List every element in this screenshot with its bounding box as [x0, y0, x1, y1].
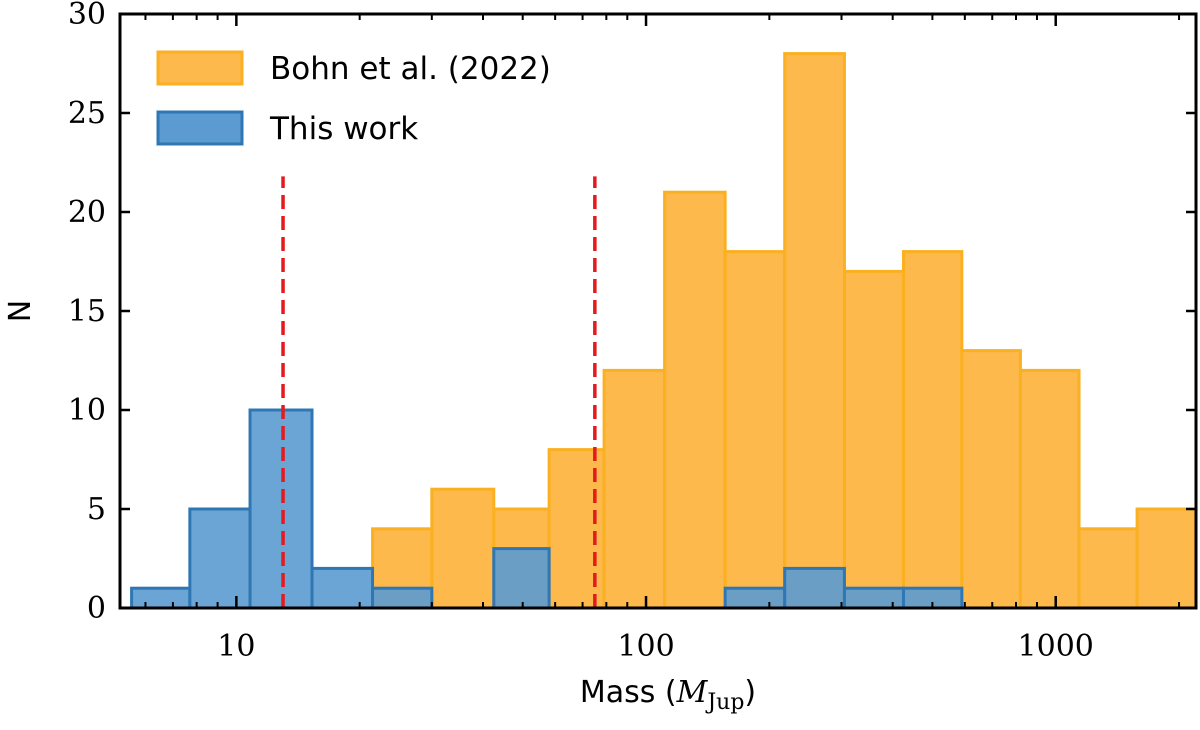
legend-label-bohn: Bohn et al. (2022): [270, 51, 551, 87]
bar-this-work-7: [783, 566, 846, 610]
bar-this-work-2: [248, 408, 314, 610]
bar-bohn-5: [663, 190, 727, 610]
x-axis-label-text: Mass (: [580, 675, 677, 710]
bar-this-work-6: [723, 586, 787, 610]
bar-bohn-13: [1135, 507, 1198, 610]
bars-layer: [130, 52, 1198, 610]
y-tick-label-3: 15: [68, 294, 106, 329]
y-tick-label-1: 5: [87, 492, 106, 527]
legend: Bohn et al. (2022) This work: [156, 50, 551, 147]
x-axis-label-math: M: [676, 675, 709, 710]
legend-swatch-this-work: [156, 110, 244, 146]
bar-bohn-7: [783, 52, 846, 610]
x-tick-label-2: 1000: [1018, 629, 1094, 664]
bar-bohn-11: [1018, 368, 1081, 610]
axis-ticks: [120, 12, 1196, 610]
bar-this-work-1: [188, 507, 252, 610]
reference-lines: [281, 176, 597, 608]
bar-this-work-5: [492, 547, 551, 610]
y-tick-label-0: 0: [87, 591, 106, 626]
y-tick-label-4: 20: [68, 195, 106, 230]
x-axis-label-subscript: Jup: [705, 690, 744, 715]
bar-bohn-6: [723, 250, 787, 610]
bar-bohn-8: [842, 269, 905, 610]
bar-this-work-0: [130, 586, 192, 610]
legend-swatch-bohn: [156, 50, 244, 86]
y-tick-label-5: 25: [68, 96, 106, 131]
x-axis-label-close: ): [744, 675, 756, 710]
legend-label-this-work: This work: [269, 111, 418, 147]
bar-bohn-10: [960, 349, 1022, 610]
x-axis-label: Mass (MJup): [580, 675, 756, 715]
x-tick-label-1: 100: [617, 629, 674, 664]
tick-labels: 0 5 10 15 20 25 30 10 100 1000: [68, 0, 1094, 664]
bar-this-work-8: [842, 586, 905, 610]
y-tick-label-2: 10: [68, 393, 106, 428]
y-axis-label: N: [3, 300, 38, 322]
bar-bohn-9: [901, 250, 964, 610]
y-tick-label-6: 30: [68, 0, 106, 32]
bar-bohn-1: [430, 487, 496, 610]
bar-bohn-4: [602, 368, 667, 610]
bar-bohn-12: [1077, 527, 1139, 610]
x-tick-label-0: 10: [217, 629, 255, 664]
bar-this-work-3: [310, 566, 375, 610]
bar-this-work-4: [371, 586, 434, 610]
